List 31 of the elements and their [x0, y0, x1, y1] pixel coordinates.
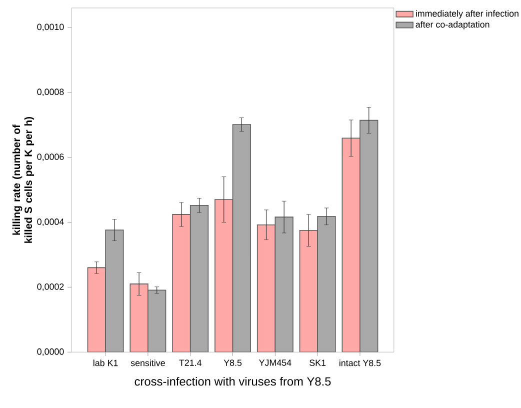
y-tick-label: 0,0006 [37, 154, 64, 162]
legend-label: immediately after infection [416, 10, 518, 19]
bar [190, 205, 208, 352]
y-tick-label: 0,0002 [37, 284, 64, 291]
bar [300, 230, 318, 352]
bar [88, 268, 106, 352]
y-tick-label: 0,0000 [37, 348, 64, 356]
x-axis-title: cross-infection with viruses from Y8.5 [134, 377, 331, 386]
bar [318, 216, 336, 352]
x-tick-label: T21.4 [179, 360, 202, 366]
bar [232, 124, 251, 352]
bar [360, 120, 378, 352]
x-tick-label: YJM454 [259, 360, 292, 366]
y-axis-title: killing rate (number of killed S cells per K per h) [12, 117, 34, 243]
bar [172, 214, 190, 352]
x-tick-label: SK1 [310, 360, 326, 366]
y-tick-label: 0,0004 [37, 218, 64, 226]
x-tick-label: sensitive [130, 360, 165, 366]
bar [106, 230, 124, 352]
x-tick-label: lab K1 [94, 360, 118, 366]
bar [214, 200, 233, 352]
x-tick-label: Y8.5 [224, 360, 242, 366]
bar [342, 138, 360, 352]
y-tick-label: 0,0008 [37, 88, 64, 96]
bar [130, 284, 148, 352]
x-tick-label: intact Y8.5 [340, 360, 381, 366]
y-tick-label: 0,0010 [37, 24, 64, 32]
legend-label: after co-adaptation [416, 21, 490, 30]
bar [148, 290, 166, 352]
bar [257, 224, 276, 352]
bar [275, 217, 293, 352]
